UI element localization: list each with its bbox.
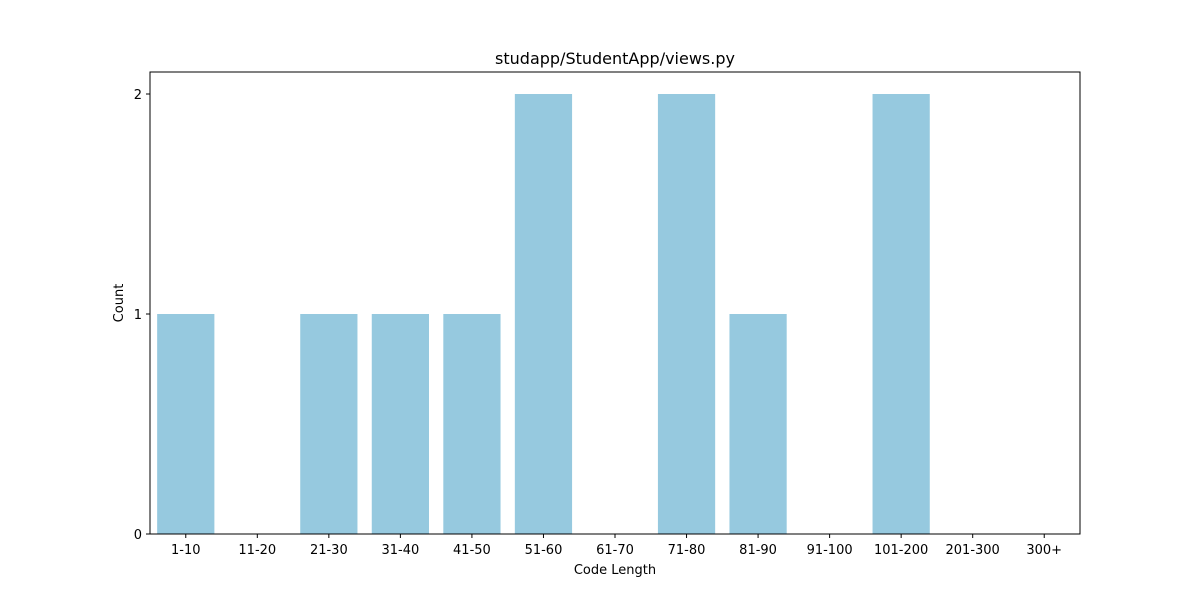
y-tick-label: 1 [134, 308, 142, 323]
y-axis-ticks: 0 1 2 [134, 88, 150, 543]
y-tick-label: 2 [134, 88, 142, 103]
x-tick-label: 21-30 [310, 543, 348, 558]
x-axis-ticks: 1-10 11-20 21-30 31-40 41-50 51-60 61-70 71-80 8… [171, 534, 1062, 558]
x-tick-label: 101-200 [874, 543, 928, 558]
bar-101-200 [872, 94, 930, 534]
bar-21-30 [300, 314, 358, 534]
x-tick-label: 41-50 [453, 543, 491, 558]
x-tick-label: 300+ [1026, 543, 1062, 558]
x-tick-label: 1-10 [171, 543, 201, 558]
x-tick-label: 61-70 [596, 543, 634, 558]
bar-81-90 [729, 314, 787, 534]
bar-51-60 [514, 94, 573, 534]
plot-frame [149, 71, 1081, 535]
chart-title: studapp/StudentApp/views.py [495, 49, 735, 68]
bar-71-80 [657, 94, 716, 534]
x-tick-label: 71-80 [668, 543, 706, 558]
bar-41-50 [443, 314, 501, 534]
x-tick-label: 81-90 [739, 543, 777, 558]
x-tick-label: 51-60 [525, 543, 563, 558]
bar-1-10 [157, 314, 215, 534]
x-tick-label: 201-300 [946, 543, 1000, 558]
x-tick-label: 31-40 [381, 543, 419, 558]
x-axis-label: Code Length [574, 563, 656, 578]
bars-layer [157, 94, 930, 534]
y-axis-label: Count [112, 284, 127, 323]
y-tick-label: 0 [134, 528, 142, 543]
bar-31-40 [371, 314, 429, 534]
x-tick-label: 11-20 [238, 543, 276, 558]
x-tick-label: 91-100 [807, 543, 853, 558]
